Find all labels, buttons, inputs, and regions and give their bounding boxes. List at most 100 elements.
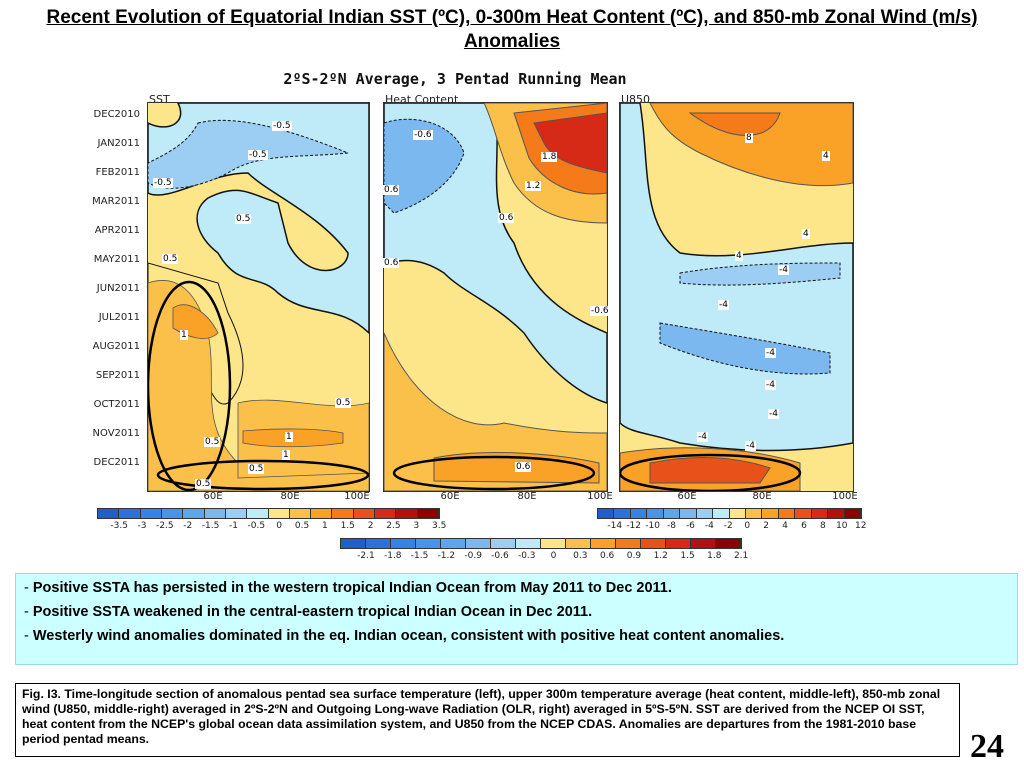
heat-content-contour-plot xyxy=(384,103,607,491)
x-tick-label: 60E xyxy=(440,491,460,502)
y-tick-label: FEB2011 xyxy=(95,167,140,178)
colorbar-swatch xyxy=(762,509,779,518)
contour-label: 1.8 xyxy=(541,152,558,162)
colorbar-swatch xyxy=(647,509,664,518)
hc-colorbar xyxy=(340,538,742,549)
contour-label: -4 xyxy=(745,441,756,451)
colorbar-label: -0.6 xyxy=(491,551,509,561)
colorbar-label: 0 xyxy=(550,551,557,561)
colorbar-swatch xyxy=(691,539,716,548)
contour-label: 0.5 xyxy=(195,479,212,489)
colorbar-label: -14 xyxy=(607,521,623,531)
colorbar-swatch xyxy=(680,509,697,518)
contour-label: -4 xyxy=(768,409,779,419)
colorbar-label: -2.5 xyxy=(156,521,174,531)
colorbar-swatch xyxy=(119,509,141,518)
contour-label: 1 xyxy=(180,330,188,340)
colorbar-swatch xyxy=(716,539,741,548)
colorbar-label: 1.8 xyxy=(707,551,722,561)
colorbar-label: -0.5 xyxy=(247,521,266,531)
bullet-text: Positive SSTA weakened in the central-ea… xyxy=(32,604,593,620)
contour-label: -4 xyxy=(718,300,729,310)
colorbar-swatch xyxy=(641,539,666,548)
contour-label: -0.6 xyxy=(413,130,433,140)
colorbar-label: -3.5 xyxy=(110,521,128,531)
y-tick-label: DEC2010 xyxy=(93,109,140,120)
bullet-text: Positive SSTA has persisted in the weste… xyxy=(32,580,672,596)
colorbar-label: 1.2 xyxy=(653,551,668,561)
contour-label: -0.6 xyxy=(590,306,610,316)
colorbar-swatch xyxy=(591,539,616,548)
summary-bullet: - Westerly wind anomalies dominated in t… xyxy=(24,628,1009,644)
u850-panel xyxy=(619,102,854,492)
colorbar-swatch xyxy=(341,539,366,548)
colorbar-swatch xyxy=(666,539,691,548)
colorbar-label: 0.3 xyxy=(573,551,588,561)
page-number: 24 xyxy=(970,728,1004,765)
summary-bullet: - Positive SSTA weakened in the central-… xyxy=(24,604,1009,620)
contour-label: 1 xyxy=(285,432,293,442)
colorbar-swatch xyxy=(713,509,730,518)
colorbar-label: 0 xyxy=(744,521,751,531)
bullet-dash: - xyxy=(24,604,33,620)
contour-label: 0.5 xyxy=(248,464,265,474)
colorbar-swatch xyxy=(161,509,184,518)
u850-colorbar xyxy=(597,508,862,519)
colorbar-label: 12 xyxy=(855,521,867,531)
colorbar-swatch xyxy=(795,509,812,518)
colorbar-label: -10 xyxy=(645,521,660,531)
colorbar-swatch xyxy=(516,539,541,548)
y-tick-label: AUG2011 xyxy=(92,341,140,352)
summary-box: - Positive SSTA has persisted in the wes… xyxy=(15,573,1018,665)
colorbar-swatch xyxy=(396,509,418,518)
colorbar-label: 0.6 xyxy=(599,551,615,561)
u850-colorbar-labels: -14 -12 -10 -8 -6 -4 -2 0 2 4 6 8 10 12 xyxy=(597,521,879,531)
y-tick-label: MAY2011 xyxy=(93,254,140,265)
colorbar-swatch xyxy=(566,539,591,548)
y-tick-label: OCT2011 xyxy=(93,399,140,410)
sst-colorbar-labels: -3.5 -3 -2.5 -2 -1.5 -1 -0.5 0 0.5 1 1.5 2 2.5 3 3.5 xyxy=(97,521,461,531)
colorbar-label: 1.5 xyxy=(680,551,695,561)
colorbar-label: -1.8 xyxy=(383,551,402,561)
x-tick-label: 100E xyxy=(832,491,858,502)
colorbar-label: -2 xyxy=(183,521,193,531)
colorbar-swatch xyxy=(778,509,796,518)
y-tick-label: JAN2011 xyxy=(97,138,140,149)
x-tick-label: 80E xyxy=(752,491,772,502)
colorbar-label: 2 xyxy=(367,521,374,531)
colorbar-label: -2.1 xyxy=(357,551,375,561)
colorbar-swatch xyxy=(491,539,516,548)
contour-label: 0.6 xyxy=(498,213,515,223)
colorbar-label: 1 xyxy=(322,521,328,531)
contour-label: 0.6 xyxy=(383,185,400,195)
figure-caption: Fig. I3. Time-longitude section of anoma… xyxy=(15,683,960,757)
colorbar-label: 2 xyxy=(763,521,769,531)
colorbar-swatch xyxy=(441,539,466,548)
contour-label: -0.5 xyxy=(153,178,173,188)
colorbar-label: 6 xyxy=(801,521,807,531)
colorbar-swatch xyxy=(616,539,641,548)
colorbar-label: -1.5 xyxy=(201,521,220,531)
colorbar-label: 10 xyxy=(836,521,848,531)
contour-label: 4 xyxy=(735,251,743,261)
colorbar-label: 4 xyxy=(782,521,788,531)
colorbar-label: -8 xyxy=(667,521,676,531)
contour-label: 0.6 xyxy=(515,462,532,472)
colorbar-swatch xyxy=(598,509,615,518)
sst-panel xyxy=(147,102,370,492)
colorbar-swatch xyxy=(663,509,681,518)
colorbar-swatch xyxy=(811,509,829,518)
contour-label: -4 xyxy=(697,432,708,442)
y-tick-label: SEP2011 xyxy=(95,370,140,381)
colorbar-label: -2 xyxy=(723,521,733,531)
contour-label: 4 xyxy=(822,151,830,161)
colorbar-label: 2.1 xyxy=(733,551,749,561)
colorbar-swatch xyxy=(745,509,763,518)
colorbar-swatch xyxy=(332,509,354,518)
contour-label: 0.6 xyxy=(383,258,400,268)
y-tick-label: MAR2011 xyxy=(92,196,140,207)
y-tick-label: APR2011 xyxy=(94,225,140,236)
colorbar-swatch xyxy=(828,509,845,518)
colorbar-label: -1.2 xyxy=(437,551,456,561)
colorbar-swatch xyxy=(225,509,248,518)
